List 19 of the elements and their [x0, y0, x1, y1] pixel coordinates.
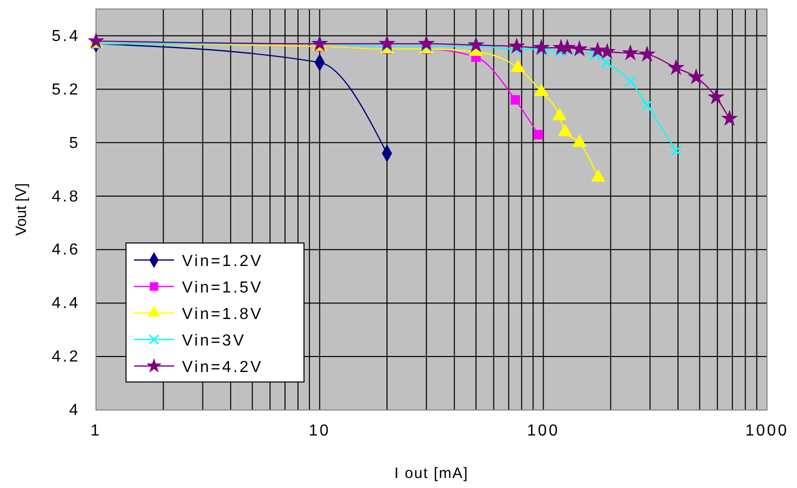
- y-axis-title: Vout [V]: [13, 183, 30, 236]
- x-tick-label: 10: [308, 422, 331, 440]
- legend-label: Vin=1.8V: [182, 306, 264, 323]
- y-tick-label: 4: [69, 402, 80, 420]
- y-tick-label: 5.4: [52, 28, 80, 45]
- x-axis-title: I out [mA]: [394, 465, 469, 482]
- x-tick-label: 1000: [745, 422, 789, 440]
- x-tick-label: 100: [526, 422, 560, 440]
- y-tick-label: 4.8: [52, 188, 80, 206]
- y-tick-label: 5.2: [52, 81, 80, 98]
- y-tick-label: 4.6: [52, 242, 80, 259]
- y-tick-label: 4.2: [52, 348, 80, 366]
- x-tick-label: 1: [90, 422, 102, 440]
- legend-label: Vin=1.5V: [182, 280, 264, 296]
- legend-label: Vin=4.2V: [182, 359, 264, 376]
- y-tick-label: 4.4: [52, 295, 80, 312]
- legend-label: Vin=1.2V: [182, 253, 264, 270]
- y-tick-label: 5: [69, 134, 80, 152]
- legend-label: Vin=3V: [182, 332, 246, 350]
